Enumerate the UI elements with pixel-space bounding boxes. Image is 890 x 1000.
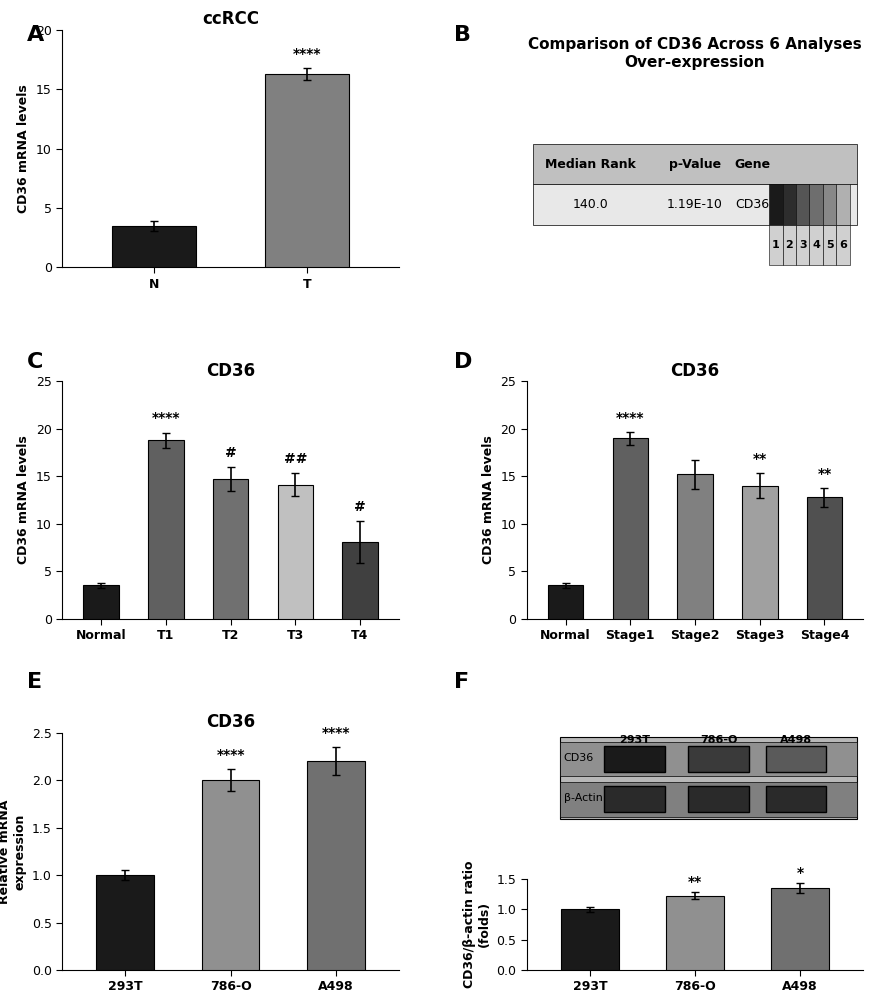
Text: #: # [224,446,237,460]
Text: 6: 6 [839,240,847,250]
Bar [96,875,154,970]
Text: 1: 1 [772,240,780,250]
Bar [742,486,778,619]
FancyBboxPatch shape [769,225,782,265]
FancyBboxPatch shape [837,225,850,265]
Text: E: E [27,672,42,692]
Text: 293T: 293T [619,735,650,745]
Text: C: C [27,352,43,372]
Text: 1.19E-10: 1.19E-10 [668,198,723,211]
Text: CD36: CD36 [563,753,594,763]
Title: CD36: CD36 [206,362,255,380]
Y-axis label: CD36/β-actin ratio
(folds): CD36/β-actin ratio (folds) [463,861,490,988]
FancyBboxPatch shape [796,184,809,225]
Text: ****: **** [321,726,350,740]
FancyBboxPatch shape [796,225,809,265]
Bar [677,474,713,619]
Text: 3: 3 [799,240,806,250]
FancyBboxPatch shape [765,786,826,812]
Bar [666,896,724,970]
Bar [112,226,196,267]
Text: β-Actin: β-Actin [563,793,603,803]
Bar [343,542,378,619]
Y-axis label: CD36 mRNA levels: CD36 mRNA levels [18,436,30,564]
Bar [547,585,583,619]
FancyBboxPatch shape [688,786,748,812]
Text: F: F [454,672,469,692]
Text: ****: **** [216,748,245,762]
Title: CD36: CD36 [670,362,720,380]
FancyBboxPatch shape [604,746,665,772]
Bar [213,479,248,619]
Text: ****: **** [616,411,644,425]
FancyBboxPatch shape [769,184,782,225]
Bar [307,761,365,970]
Y-axis label: CD36 mRNA levels: CD36 mRNA levels [481,436,495,564]
Text: 5: 5 [826,240,833,250]
Text: ##: ## [284,452,307,466]
FancyBboxPatch shape [823,184,837,225]
Y-axis label: Relative mRNA
expression: Relative mRNA expression [0,799,27,904]
Text: ****: **** [151,411,180,425]
Text: 4: 4 [813,240,820,250]
FancyBboxPatch shape [688,746,748,772]
Text: **: ** [688,875,702,889]
FancyBboxPatch shape [809,225,823,265]
Text: #: # [354,500,366,514]
Text: Gene: Gene [734,158,771,171]
Text: p-Value: p-Value [669,158,721,171]
Text: B: B [454,25,471,45]
Title: ccRCC: ccRCC [202,10,259,28]
Bar [84,585,119,619]
Text: 2: 2 [785,240,793,250]
Bar [265,74,349,267]
Title: CD36: CD36 [206,713,255,731]
Text: 786-O: 786-O [700,735,737,745]
Text: Comparison of CD36 Across 6 Analyses
Over-expression: Comparison of CD36 Across 6 Analyses Ove… [528,37,862,70]
FancyBboxPatch shape [765,746,826,772]
Text: **: ** [817,467,831,481]
Bar [202,780,260,970]
Text: A: A [27,25,44,45]
Text: 140.0: 140.0 [573,198,609,211]
Y-axis label: CD36 mRNA levels: CD36 mRNA levels [18,84,30,213]
Bar [148,440,183,619]
Bar [806,497,842,619]
Text: A498: A498 [780,735,812,745]
FancyBboxPatch shape [782,184,796,225]
Text: Median Rank: Median Rank [546,158,636,171]
FancyBboxPatch shape [823,225,837,265]
Bar [561,909,619,970]
FancyBboxPatch shape [561,737,856,819]
FancyBboxPatch shape [837,184,850,225]
FancyBboxPatch shape [809,184,823,225]
Bar [612,438,648,619]
FancyBboxPatch shape [533,144,856,184]
FancyBboxPatch shape [782,225,796,265]
Text: D: D [454,352,473,372]
Text: ****: **** [293,47,321,61]
FancyBboxPatch shape [561,742,856,776]
Text: *: * [797,866,804,880]
FancyBboxPatch shape [533,184,856,225]
Bar [278,485,313,619]
Text: CD36: CD36 [735,198,769,211]
Bar [772,888,829,970]
FancyBboxPatch shape [604,786,665,812]
FancyBboxPatch shape [561,782,856,817]
Text: **: ** [753,452,767,466]
